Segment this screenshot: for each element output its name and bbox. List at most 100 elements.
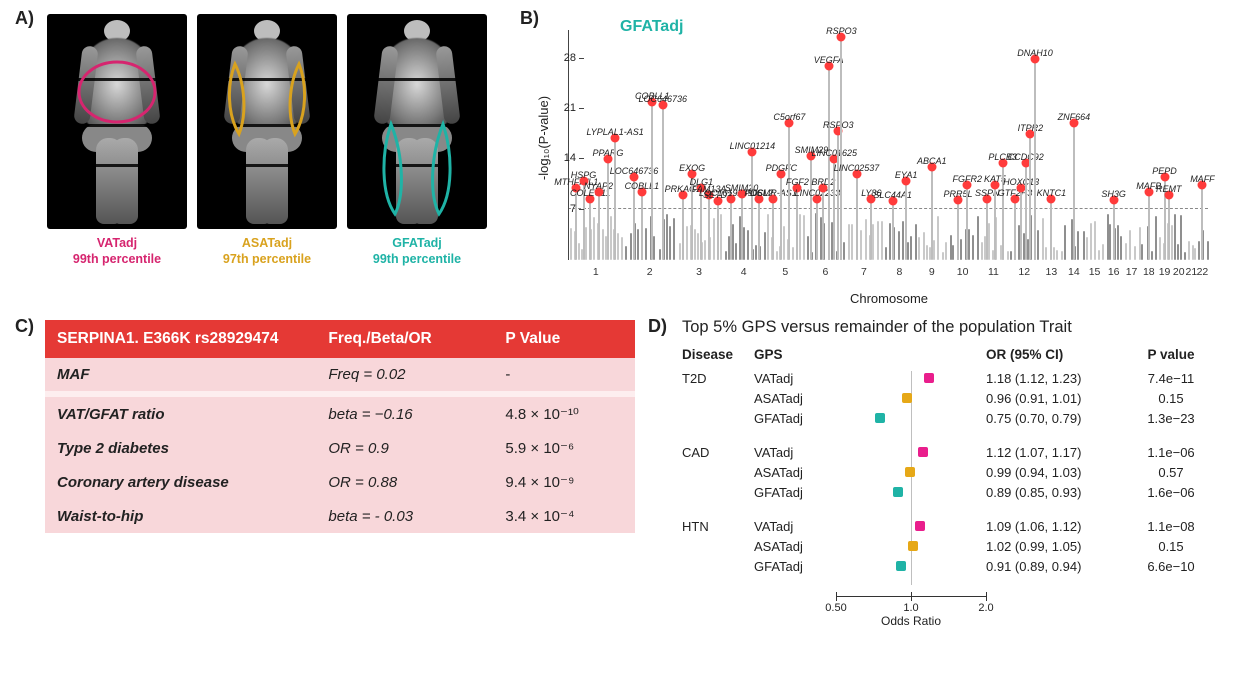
forest-or: 0.75 (0.70, 0.79) (986, 411, 1126, 426)
forest-marker (924, 373, 934, 383)
manhattan-hit-tower (717, 201, 719, 260)
manhattan-hit-tower (994, 185, 996, 260)
panel-a: A) VATadj99th percentileASATadj97th perc… (15, 8, 505, 298)
forest-or: 0.91 (0.89, 0.94) (986, 559, 1126, 574)
manhattan-xtick: 10 (957, 266, 969, 278)
forest-pvalue: 6.6e−10 (1126, 559, 1216, 574)
forest-axis-tick-label: 0.50 (825, 602, 846, 614)
forest-col-pv: P value (1126, 347, 1216, 362)
dxa-scan (197, 14, 337, 229)
forest-or: 1.12 (1.07, 1.17) (986, 445, 1126, 460)
manhattan-hit-tower (1034, 59, 1036, 260)
forest-row: ASATadj 1.02 (0.99, 1.05)0.15 (682, 536, 1242, 556)
manhattan-hit-label: PRR5L (943, 189, 972, 199)
forest-col-gps: GPS (754, 347, 836, 362)
forest-disease: HTN (682, 519, 754, 534)
manhattan-xtick: 7 (861, 266, 867, 278)
forest-pvalue: 0.15 (1126, 391, 1216, 406)
manhattan-xtick: 5 (782, 266, 788, 278)
manhattan-hit-tower (598, 192, 600, 260)
forest-disease: T2D (682, 371, 754, 386)
manhattan-hit-tower (708, 195, 710, 260)
manhattan-y-axis (568, 30, 569, 260)
manhattan-xtick: 11 (988, 266, 999, 278)
manhattan-hit-tower (1168, 195, 1170, 260)
manhattan-hit-tower (833, 159, 835, 260)
manhattan-hit-label: CCDC92 (1008, 152, 1044, 162)
fat-outline-icon (197, 14, 337, 229)
forest-pvalue: 7.4e−11 (1126, 371, 1216, 386)
panel-b-label: B) (520, 8, 539, 29)
dxa-caption: ASATadj97th percentile (197, 235, 337, 268)
forest-marker-cell (836, 536, 986, 556)
manhattan-hit-label: KNTC1 (1037, 188, 1067, 198)
forest-or: 1.09 (1.06, 1.12) (986, 519, 1126, 534)
forest-plot: Disease GPS OR (95% CI) P value T2DVATad… (682, 347, 1242, 620)
manhattan-hit-label: LINC01214 (730, 141, 776, 151)
dxa-caption: GFATadj99th percentile (347, 235, 487, 268)
forest-or: 0.89 (0.85, 0.93) (986, 485, 1126, 500)
manhattan-hit-label: PDGFC (766, 163, 798, 173)
manhattan-xtick: 6 (822, 266, 828, 278)
serpina1-table: SERPINA1. E366K rs28929474 Freq./Beta/OR… (45, 320, 635, 533)
manhattan-hit-tower (614, 138, 616, 260)
manhattan-hit-label: VEGFA (814, 55, 844, 65)
forest-axis-tick-label: 1.0 (903, 602, 918, 614)
manhattan-hit-tower (741, 194, 743, 260)
manhattan-xtick: 14 (1068, 266, 1080, 278)
manhattan-hit-tower (575, 188, 577, 260)
manhattan-hit-tower (607, 159, 609, 260)
forest-or: 1.02 (0.99, 1.05) (986, 539, 1126, 554)
forest-marker (875, 413, 885, 423)
forest-disease: CAD (682, 445, 754, 460)
forest-gps: ASATadj (754, 465, 836, 480)
manhattan-hit-label: MAFF (1190, 174, 1215, 184)
manhattan-hit-tower (966, 185, 968, 260)
forest-marker (915, 521, 925, 531)
table-row: Waist-to-hipbeta = - 0.033.4 × 10⁻⁴ (45, 499, 635, 533)
manhattan-xtick: 20 (1173, 266, 1185, 278)
manhattan-hit-tower (986, 199, 988, 260)
manhattan-hit-tower (730, 199, 732, 260)
manhattan-hit-tower (905, 181, 907, 260)
forest-row: GFATadj0.91 (0.89, 0.94)6.6e−10 (682, 556, 1242, 576)
forest-marker (905, 467, 915, 477)
chr-band (882, 30, 916, 260)
forest-x-axis: 0.501.02.0Odds Ratio (836, 590, 986, 620)
panel-b: B) GFATadj -log₁₀(P-value) 1234567891011… (520, 8, 1240, 308)
manhattan-hit-tower (772, 199, 774, 260)
manhattan-xtick: 17 (1126, 266, 1138, 278)
forest-marker (893, 487, 903, 497)
manhattan-hit-label: EYA1 (895, 170, 918, 180)
manhattan-hit-tower (641, 192, 643, 260)
manhattan-xtick: 8 (896, 266, 902, 278)
manhattan-hit-label: FGFR2 (952, 174, 982, 184)
manhattan-xtick: 22 (1197, 266, 1209, 278)
forest-row: T2DVATadj1.18 (1.12, 1.23)7.4e−11 (682, 368, 1242, 388)
forest-group: HTNVATadj1.09 (1.06, 1.12)1.1e−08ASATadj… (682, 516, 1242, 576)
manhattan-hit-tower (1073, 123, 1075, 260)
manhattan-hit-tower (1025, 163, 1027, 260)
dxa-scan (47, 14, 187, 229)
manhattan-hit-label: HSPG (571, 170, 597, 180)
chr-band (947, 30, 978, 260)
forest-marker (908, 541, 918, 551)
fat-outline-icon (347, 14, 487, 229)
manhattan-hit-label: RSPO3 (823, 120, 854, 130)
forest-axis-tick (836, 592, 837, 601)
manhattan-xtick: 3 (696, 266, 702, 278)
forest-marker-cell (836, 516, 986, 536)
forest-pvalue: 0.15 (1126, 539, 1216, 554)
forest-gps: GFATadj (754, 485, 836, 500)
forest-marker-cell (836, 388, 986, 408)
forest-marker-cell (836, 462, 986, 482)
forest-gps: ASATadj (754, 391, 836, 406)
dxa-scan (347, 14, 487, 229)
forest-axis-tick (986, 592, 987, 601)
manhattan-hit-label: RSPO3 (826, 26, 857, 36)
forest-group: CADVATadj1.12 (1.07, 1.17)1.1e−06ASATadj… (682, 442, 1242, 502)
manhattan-hit-tower (758, 199, 760, 260)
forest-col-marker (836, 347, 986, 362)
forest-gps: ASATadj (754, 539, 836, 554)
forest-marker (918, 447, 928, 457)
